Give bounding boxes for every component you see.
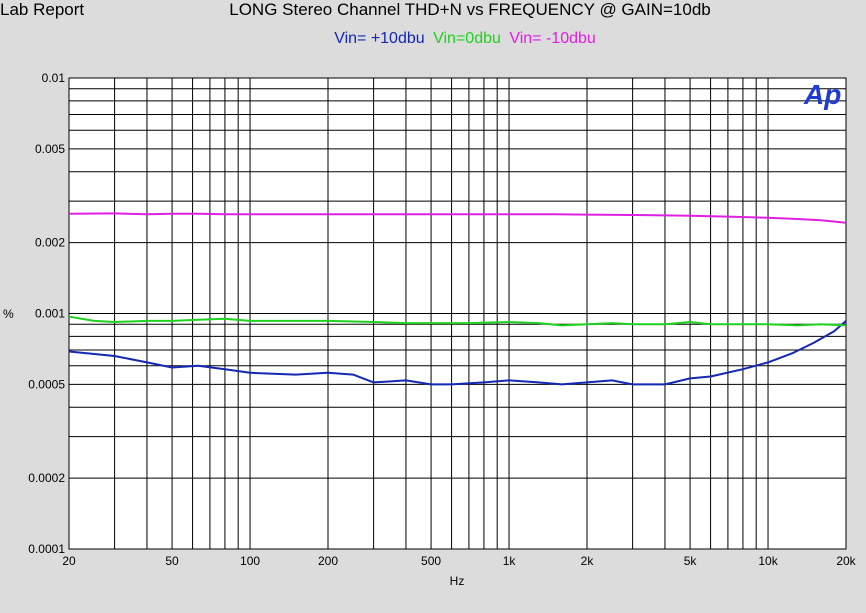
x-tick-6: 2k (581, 554, 595, 568)
series-group (68, 212, 847, 386)
x-tick-5: 1k (503, 554, 517, 568)
chart-title: LONG Stereo Channel THD+N vs FREQUENCY @… (229, 0, 711, 19)
ap-logo: Ap (803, 79, 841, 110)
x-axis-label: Hz (450, 574, 465, 588)
series-line-1 (68, 315, 847, 327)
y-tick-3: 0.001 (35, 307, 65, 321)
legend-series-0: Vin= +10dbu (334, 30, 425, 47)
y-tick-0: 0.01 (42, 71, 66, 85)
y-tick-4: 0.0005 (28, 377, 65, 391)
y-axis-label: % (3, 307, 14, 321)
y-tick-2: 0.002 (35, 236, 65, 250)
x-tick-1: 50 (165, 554, 179, 568)
report-label: Lab Report (0, 0, 85, 19)
x-tick-2: 100 (240, 554, 260, 568)
y-tick-6: 0.0001 (28, 542, 65, 556)
legend-series-2: Vin= -10dbu (509, 30, 596, 47)
x-tick-4: 500 (421, 554, 441, 568)
x-tick-9: 20k (836, 554, 856, 568)
x-tick-3: 200 (318, 554, 338, 568)
x-tick-labels: 20 50 100 200 500 1k 2k 5k 10k 20k (62, 554, 856, 568)
grid (69, 78, 846, 549)
y-tick-labels: 0.01 0.005 0.002 0.001 0.0005 0.0002 0.0001 (28, 71, 65, 556)
series-line-2 (68, 212, 847, 224)
x-tick-8: 10k (758, 554, 778, 568)
x-tick-7: 5k (684, 554, 698, 568)
x-tick-0: 20 (62, 554, 76, 568)
y-tick-1: 0.005 (35, 142, 65, 156)
legend-series-1: Vin=0dbu (433, 30, 501, 47)
y-tick-5: 0.0002 (28, 471, 65, 485)
series-line-0 (68, 320, 847, 386)
legend: Vin= +10dbu Vin=0dbu Vin= -10dbu (250, 30, 680, 48)
